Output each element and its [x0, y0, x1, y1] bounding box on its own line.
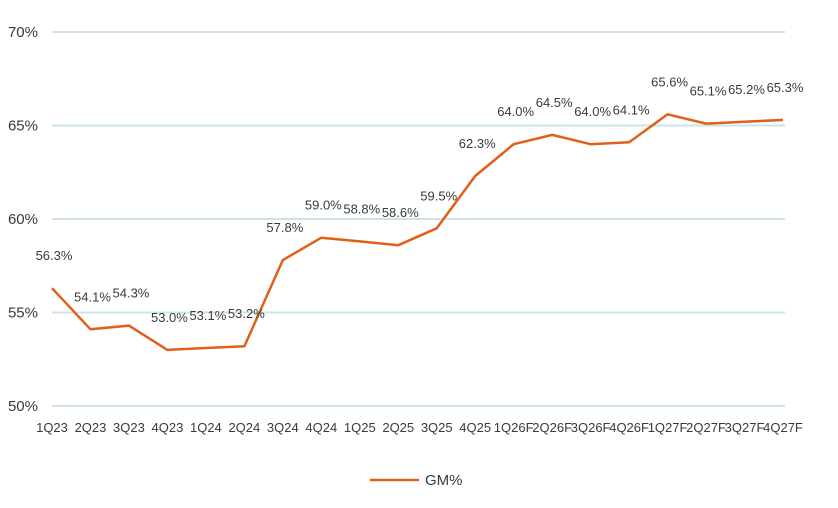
data-label: 56.3% [36, 248, 73, 263]
data-label: 57.8% [266, 220, 303, 235]
data-label: 65.3% [767, 80, 804, 95]
series-layer [51, 113, 784, 352]
x-tick-label: 4Q25 [459, 420, 491, 435]
gridlines [52, 31, 785, 407]
x-tick-label: 1Q27F [648, 420, 688, 435]
y-tick-label: 60% [8, 211, 38, 228]
data-label: 65.6% [651, 74, 688, 89]
x-tick-label: 1Q23 [36, 420, 68, 435]
x-tick-label: 2Q25 [382, 420, 414, 435]
data-label: 58.6% [382, 205, 419, 220]
x-tick-label: 1Q25 [344, 420, 376, 435]
data-label: 59.5% [420, 188, 457, 203]
data-label: 64.0% [497, 104, 534, 119]
x-tick-label: 4Q23 [152, 420, 184, 435]
data-label: 62.3% [459, 136, 496, 151]
y-tick-label: 55% [8, 305, 38, 322]
x-tick-label: 3Q26F [571, 420, 611, 435]
data-label: 53.1% [189, 308, 226, 323]
x-tick-label: 4Q27F [763, 420, 803, 435]
x-tick-label: 1Q26F [494, 420, 534, 435]
y-tick-label: 70% [8, 24, 38, 41]
x-tick-label: 4Q24 [305, 420, 337, 435]
data-label: 54.3% [113, 286, 150, 301]
data-label: 64.5% [536, 95, 573, 110]
data-label: 64.0% [574, 104, 611, 119]
data-label: 59.0% [305, 198, 342, 213]
y-axis: 50% 55% 60% 65% 70% [8, 24, 38, 415]
data-label: 65.2% [728, 82, 765, 97]
data-label: 58.8% [343, 201, 380, 216]
data-labels: 56.3% 54.1% 54.3%53.0% 53.1% 53.2% 57.8%59.0%… [36, 74, 804, 325]
series-line-gm [51, 113, 784, 352]
x-tick-label: 2Q23 [75, 420, 107, 435]
data-label: 64.1% [613, 102, 650, 117]
x-tick-label: 3Q24 [267, 420, 299, 435]
y-tick-label: 65% [8, 118, 38, 135]
x-tick-label: 1Q24 [190, 420, 222, 435]
x-tick-label: 2Q24 [228, 420, 260, 435]
data-label: 53.2% [228, 306, 265, 321]
x-axis: 1Q23 2Q23 3Q23 4Q23 1Q24 2Q24 3Q24 4Q24 1Q25 2Q25… [36, 420, 803, 435]
x-tick-label: 4Q26F [609, 420, 649, 435]
y-tick-label: 50% [8, 398, 38, 415]
data-label: 54.1% [74, 289, 111, 304]
x-tick-label: 3Q27F [725, 420, 765, 435]
x-tick-label: 2Q27F [686, 420, 726, 435]
x-tick-label: 2Q26F [532, 420, 572, 435]
data-label: 65.1% [690, 84, 727, 99]
x-tick-label: 3Q25 [421, 420, 453, 435]
data-label: 53.0% [151, 310, 188, 325]
x-tick-label: 3Q23 [113, 420, 145, 435]
legend-label: GM% [425, 472, 463, 489]
legend: GM% [370, 472, 463, 489]
